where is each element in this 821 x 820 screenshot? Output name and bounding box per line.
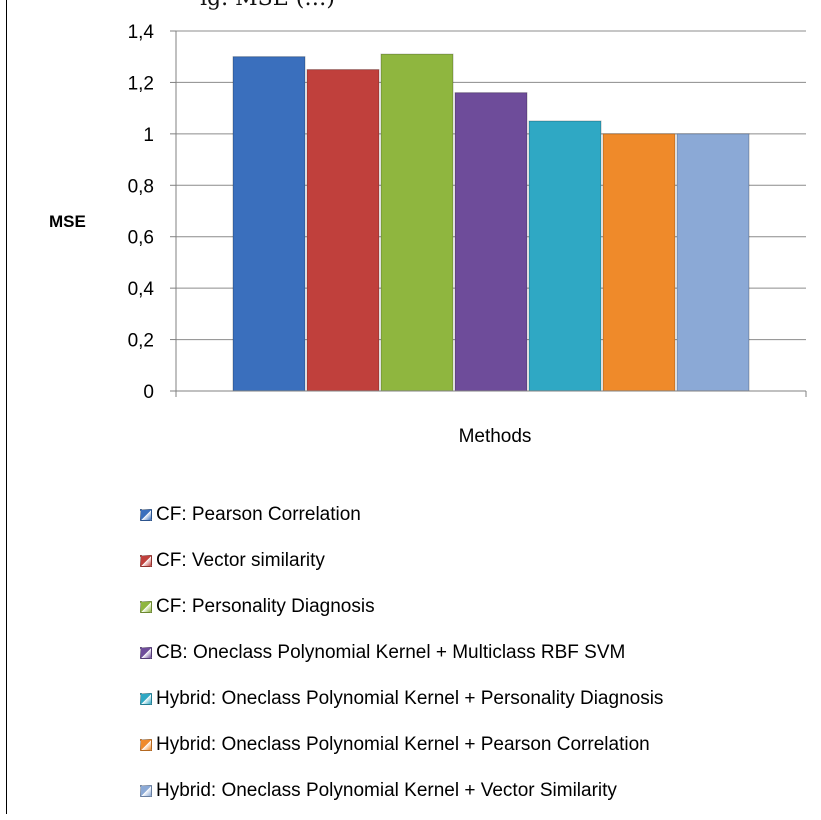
bar-shading	[602, 133, 676, 392]
axes	[175, 31, 807, 397]
legend-item: CB: Oneclass Polynomial Kernel + Multicl…	[140, 636, 663, 670]
legend-swatch	[140, 647, 152, 659]
y-tick-label: 1,2	[128, 73, 154, 94]
legend-label: Hybrid: Oneclass Polynomial Kernel + Per…	[156, 688, 664, 709]
frame-border	[6, 0, 7, 814]
legend-item: CF: Vector similarity	[140, 544, 663, 578]
legend-item: Hybrid: Oneclass Polynomial Kernel + Pea…	[140, 728, 663, 762]
y-tick-label: 0,8	[128, 176, 154, 197]
legend-label: Hybrid: Oneclass Polynomial Kernel + Pea…	[156, 734, 650, 755]
y-tick-label: 0,4	[128, 279, 155, 300]
bar-shading	[380, 53, 454, 392]
legend-item: CF: Pearson Correlation	[140, 498, 663, 532]
legend-item: CF: Personality Diagnosis	[140, 590, 663, 624]
legend-swatch	[140, 601, 152, 613]
bar-shading	[306, 69, 380, 392]
legend-swatch	[140, 739, 152, 751]
y-axis-title: MSE	[49, 212, 86, 231]
bar-shading	[232, 56, 306, 392]
legend-label: CF: Personality Diagnosis	[156, 596, 375, 617]
bars	[232, 53, 750, 392]
y-tick-label: 1	[143, 125, 154, 146]
chart-legend: CF: Pearson Correlation CF: Vector simila…	[140, 498, 663, 820]
legend-swatch	[140, 693, 152, 705]
mse-bar-chart: 0 0,2 0,4 0,6 0,8 1 1,2 1,4 MSE Methods	[49, 22, 807, 447]
y-tick-label: 1,4	[128, 22, 155, 43]
cropped-figure-title: ig. MSE (…)	[0, 0, 821, 18]
legend-swatch	[140, 555, 152, 567]
legend-label: CF: Pearson Correlation	[156, 504, 361, 525]
bar-shading	[676, 133, 750, 392]
y-tick-labels: 0 0,2 0,4 0,6 0,8 1 1,2 1,4	[128, 22, 176, 403]
y-tick-label: 0	[143, 382, 154, 403]
legend-item: Hybrid: Oneclass Polynomial Kernel + Vec…	[140, 774, 663, 808]
legend-swatch	[140, 785, 152, 797]
legend-label: CB: Oneclass Polynomial Kernel + Multicl…	[156, 642, 626, 663]
y-tick-label: 0,6	[128, 228, 154, 249]
legend-label: Hybrid: Oneclass Polynomial Kernel + Vec…	[156, 780, 617, 801]
legend-swatch	[140, 509, 152, 521]
x-axis-title: Methods	[459, 426, 532, 447]
legend-item: Hybrid: Oneclass Polynomial Kernel + Per…	[140, 682, 663, 716]
bar-shading	[454, 92, 528, 392]
legend-label: CF: Vector similarity	[156, 550, 325, 571]
figure-title-fragment: ig. MSE (…)	[200, 0, 335, 11]
y-tick-label: 0,2	[128, 331, 154, 352]
bar-shading	[528, 120, 602, 392]
